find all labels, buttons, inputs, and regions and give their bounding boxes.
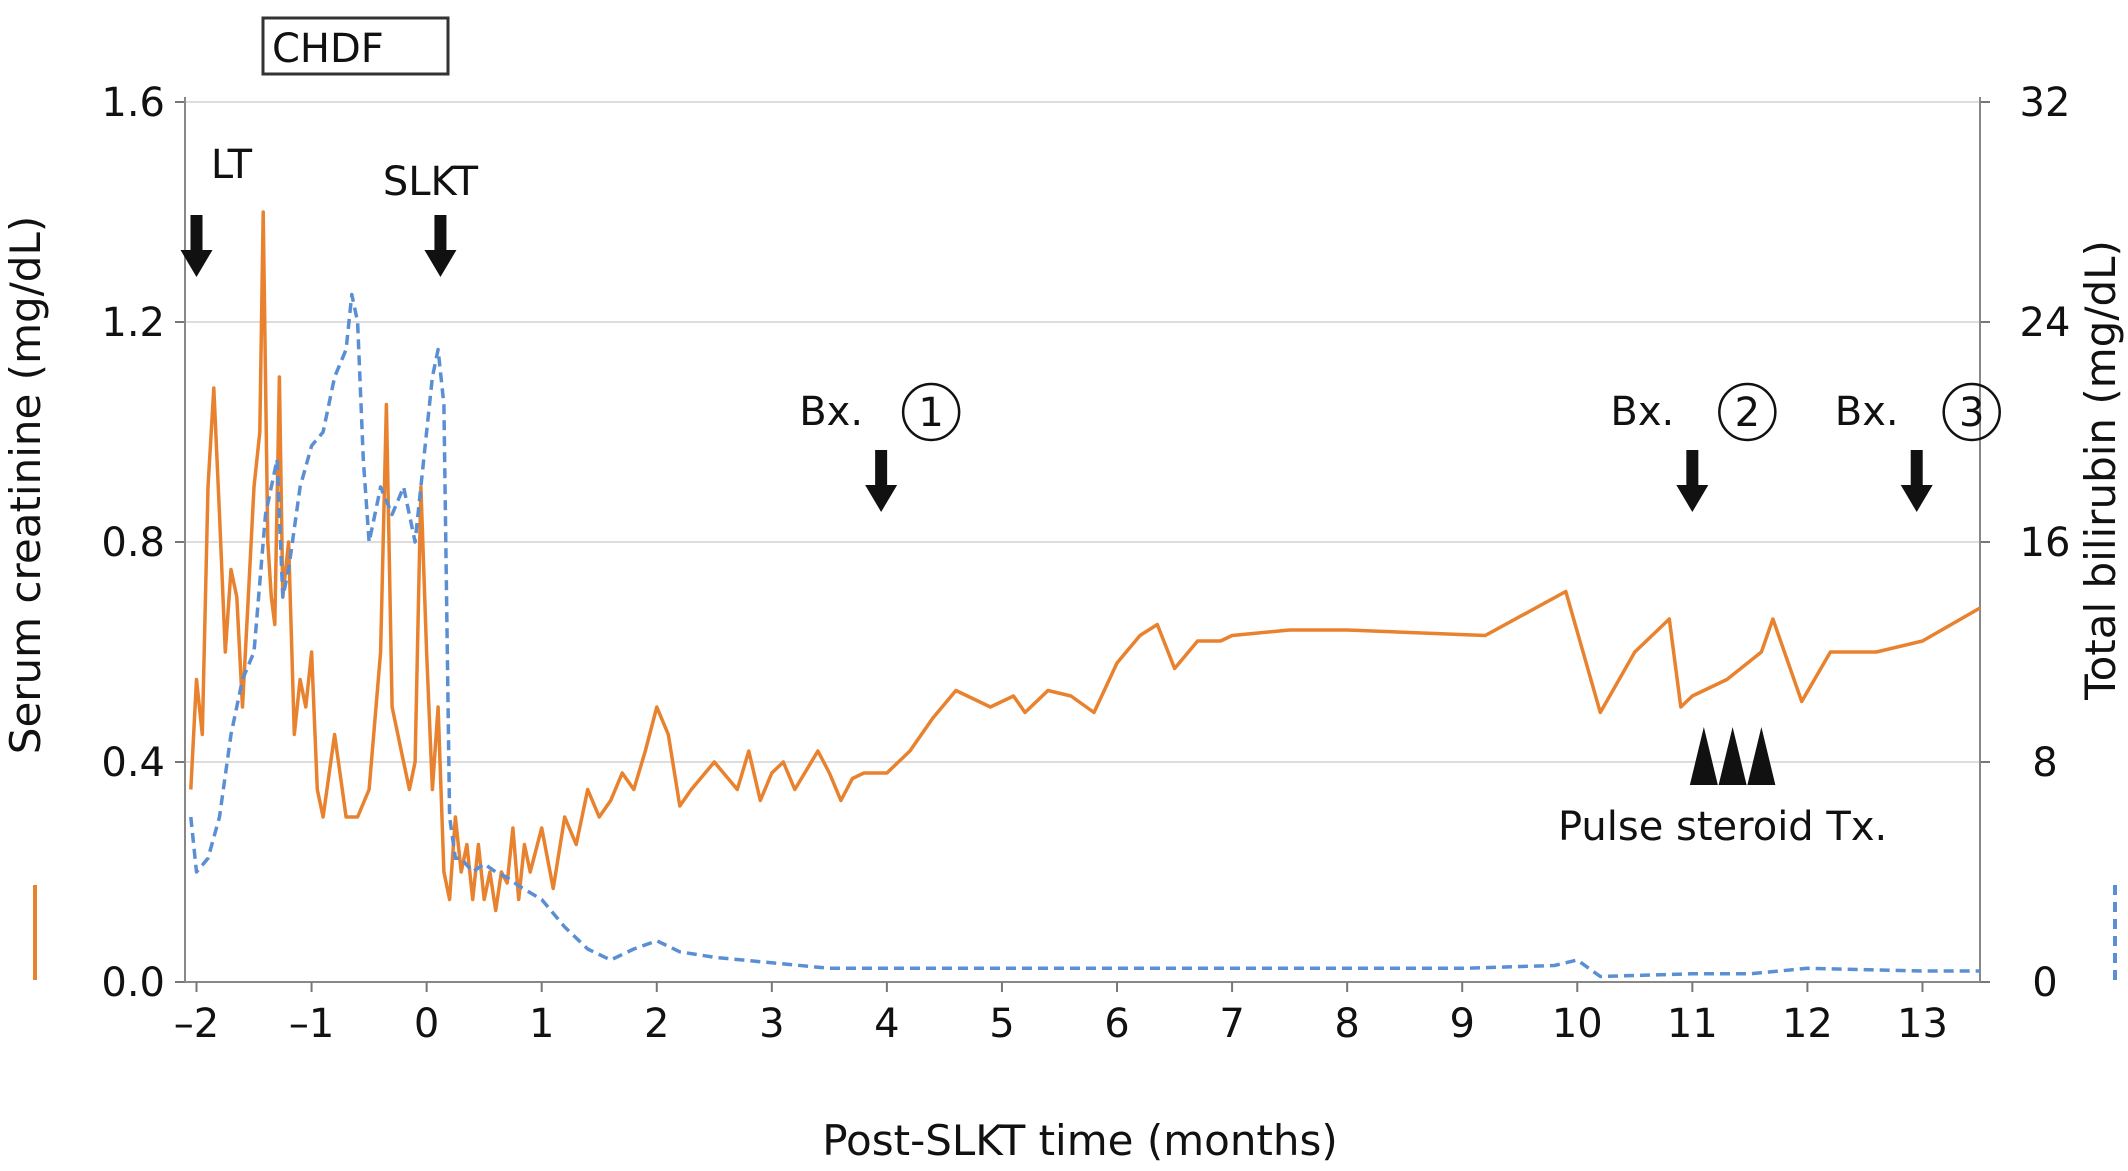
x-tick-label: 8 xyxy=(1334,1001,1359,1047)
y-right-tick-labels: 0 8 16 24 32 xyxy=(2020,80,2071,1006)
biopsy-number: 1 xyxy=(918,390,943,436)
chdf-label: CHDF xyxy=(272,26,384,72)
arrow-label: SLKT xyxy=(383,159,479,205)
y-left-tick-label: 1.6 xyxy=(101,80,165,126)
x-tick-label: 3 xyxy=(759,1001,784,1047)
y-left-tick-label: 1.2 xyxy=(101,300,165,346)
annotations: LT SLKT Bx. 1 Bx. 2 Bx. 3 Pulse steroid Tx. xyxy=(180,142,2001,850)
biopsy-label: Bx. xyxy=(1610,389,1674,435)
biopsy-label: Bx. xyxy=(799,389,863,435)
x-tick-label: 2 xyxy=(644,1001,669,1047)
x-tick-label: 10 xyxy=(1552,1001,1603,1047)
x-tick-label: –1 xyxy=(289,1001,334,1047)
steroid-pulse-marker xyxy=(1718,727,1747,785)
y-right-axis-title: Total bilirubin (mg/dL) xyxy=(2076,240,2125,701)
y-left-tick-label: 0.4 xyxy=(101,740,165,786)
x-tick-label: 6 xyxy=(1104,1001,1129,1047)
x-tick-labels: –2 –1 0 1 2 3 4 5 6 7 8 9 10 11 12 13 xyxy=(174,982,1948,1047)
x-axis-title: Post-SLKT time (months) xyxy=(822,1116,1338,1165)
y-right-tick-label: 32 xyxy=(2020,80,2071,126)
arrow-marker xyxy=(424,215,457,277)
biopsy-number: 3 xyxy=(1959,390,1984,436)
x-tick-label: 1 xyxy=(529,1001,554,1047)
y-right-tick-label: 16 xyxy=(2020,520,2071,566)
grid-lines xyxy=(175,101,1990,983)
axes xyxy=(184,97,1981,983)
bilirubin-series-line xyxy=(189,292,1980,979)
biopsy-number-circle xyxy=(901,382,961,442)
x-tick-label: 13 xyxy=(1897,1001,1948,1047)
arrow-label: LT xyxy=(211,142,253,188)
y-right-tick-label: 24 xyxy=(2020,300,2071,346)
biopsy-arrow-marker xyxy=(1900,450,1933,512)
x-tick-label: 7 xyxy=(1219,1001,1244,1047)
y-left-tick-label: 0.0 xyxy=(101,960,165,1006)
steroid-pulse-marker xyxy=(1747,727,1776,785)
series-lines xyxy=(189,210,1981,979)
x-tick-label: 5 xyxy=(989,1001,1014,1047)
chdf-box: CHDF xyxy=(261,16,450,76)
biopsy-arrow-marker xyxy=(865,450,898,512)
biopsy-label: Bx. xyxy=(1835,389,1899,435)
x-tick-label: 0 xyxy=(414,1001,439,1047)
x-tick-label: 4 xyxy=(874,1001,899,1047)
x-tick-label: 9 xyxy=(1449,1001,1474,1047)
biopsy-number-circle xyxy=(1718,382,1777,442)
y-right-tick-label: 8 xyxy=(2032,740,2057,786)
y-left-tick-labels: 0.0 0.4 0.8 1.2 1.6 xyxy=(101,80,165,1006)
x-tick-label: –2 xyxy=(174,1001,219,1047)
y-left-axis-title: Serum creatinine (mg/dL) xyxy=(1,216,50,754)
y-left-tick-label: 0.8 xyxy=(101,520,165,566)
steroid-label: Pulse steroid Tx. xyxy=(1558,804,1887,850)
x-tick-label: 11 xyxy=(1667,1001,1718,1047)
x-tick-label: 12 xyxy=(1782,1001,1833,1047)
arrow-marker xyxy=(180,215,213,277)
biopsy-arrow-marker xyxy=(1676,450,1709,512)
y-right-tick-label: 0 xyxy=(2032,960,2057,1006)
biopsy-number: 2 xyxy=(1735,390,1760,436)
creatinine-series-line xyxy=(189,210,1981,913)
steroid-pulse-marker xyxy=(1689,727,1718,785)
biopsy-number-circle xyxy=(1942,382,2001,442)
